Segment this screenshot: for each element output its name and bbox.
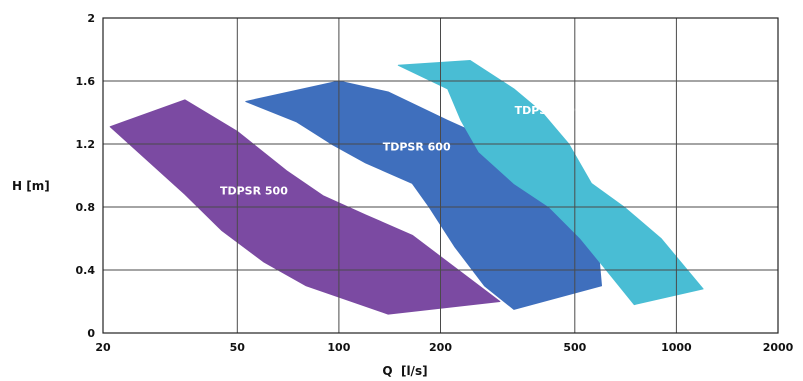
- x-tick-label-2000: 2000: [763, 341, 794, 354]
- y-tick-label-1-6: 1.6: [76, 75, 96, 88]
- y-tick-label-0: 0: [87, 327, 95, 340]
- x-tick-label-100: 100: [327, 341, 350, 354]
- regions-layer: [109, 60, 704, 315]
- region-label-tdpsr-500: TDPSR 500: [220, 184, 288, 197]
- region-label-tdpsr-600: TDPSR 600: [383, 140, 451, 153]
- y-tick-label-1-2: 1.2: [76, 138, 96, 151]
- x-tick-label-50: 50: [230, 341, 246, 354]
- region-tdpsr-600: [245, 80, 602, 310]
- grid-layer: [102, 17, 779, 334]
- x-tick-label-500: 500: [563, 341, 586, 354]
- x-tick-label-200: 200: [429, 341, 452, 354]
- y-tick-label-0-8: 0.8: [76, 201, 96, 214]
- y-tick-label-0-4: 0.4: [76, 264, 96, 277]
- region-tdpsr-800: [397, 60, 704, 306]
- region-label-tdpsr-800: TDPSR 800: [515, 104, 583, 117]
- y-tick-label-2: 2: [87, 12, 95, 25]
- x-tick-label-1000: 1000: [661, 341, 692, 354]
- region-labels-layer: TDPSR 500 TDPSR 600 TDPSR 800: [220, 104, 583, 197]
- y-axis-title: H [m]: [12, 179, 50, 193]
- x-axis-title: Q [l/s]: [382, 364, 427, 378]
- tick-labels-layer: 20 50 100 200 500 1000 2000 0 0.4 0.8 1.2 1.6 2: [76, 12, 794, 354]
- x-tick-label-20: 20: [95, 341, 111, 354]
- plot-frame: [102, 17, 779, 334]
